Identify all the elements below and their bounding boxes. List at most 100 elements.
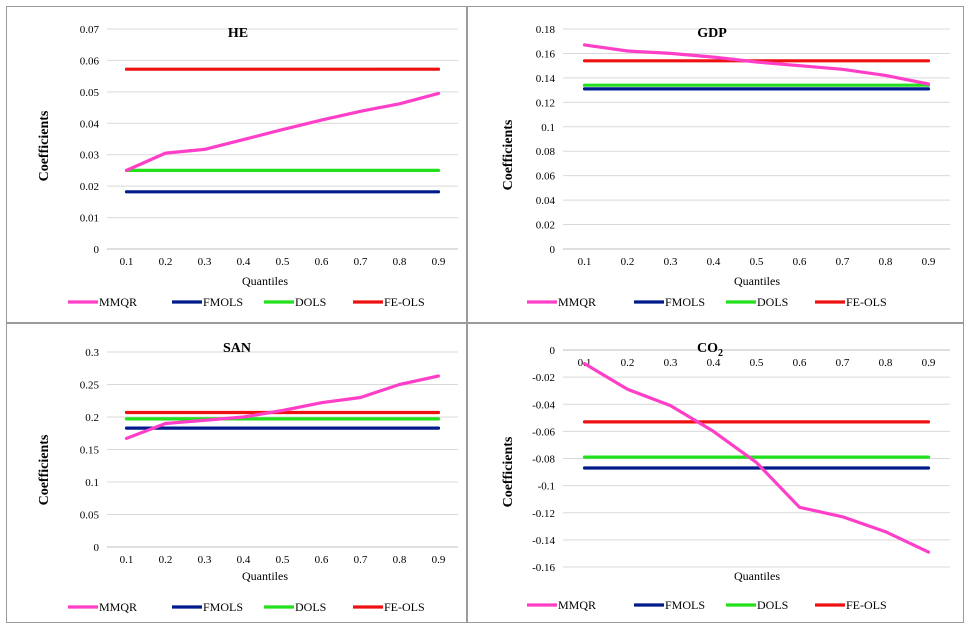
- x-tick-label: 0.8: [879, 357, 893, 369]
- x-tick-label: 0.6: [793, 256, 807, 268]
- y-tick-label: 0.2: [85, 412, 99, 424]
- y-tick-label: -0.08: [532, 454, 555, 466]
- legend-item: DOLS: [726, 295, 788, 309]
- chart-title-text: GDP: [697, 26, 727, 41]
- legend-item: DOLS: [264, 295, 326, 309]
- legend-item: MMQR: [68, 295, 137, 309]
- chart-title: SAN: [223, 341, 251, 356]
- x-tick-label: 0.6: [315, 554, 329, 566]
- x-tick-label: 0.2: [621, 357, 635, 369]
- chart-panel: 0 0.01 0.02 0.03 0.04 0.05 0.06 0.07 0.1 0.2 0.3 0.…: [37, 24, 458, 309]
- y-tick-label: 0.3: [85, 347, 99, 359]
- x-tick-label: 0.8: [393, 256, 407, 268]
- chart-title: GDP: [697, 26, 727, 41]
- x-tick-label: 0.4: [237, 554, 251, 566]
- x-tick-label: 0.5: [750, 357, 764, 369]
- legend-item: MMQR: [527, 295, 596, 309]
- y-tick-label: 0: [550, 345, 556, 357]
- panel-frame: [467, 6, 964, 323]
- legend-item: DOLS: [264, 600, 326, 614]
- y-tick-label: 0.25: [80, 380, 100, 392]
- legend-item: FMOLS: [634, 598, 705, 612]
- y-tick-label: -0.02: [532, 372, 555, 384]
- chart-panel: 0 -0.02 -0.04 -0.06 -0.08 -0.1 -0.12 -0.14 -0.16…: [501, 341, 950, 612]
- x-tick-label: 0.2: [159, 554, 173, 566]
- legend-label: DOLS: [295, 295, 326, 309]
- legend-label: FE-OLS: [384, 295, 425, 309]
- y-tick-label: 0: [94, 542, 100, 554]
- y-axis-label: Coefficients: [501, 119, 516, 190]
- y-tick-label: -0.14: [532, 535, 555, 547]
- series-line-mmqr: [582, 43, 931, 86]
- y-tick-label: 0.1: [541, 122, 555, 134]
- x-tick-label: 0.7: [836, 256, 850, 268]
- chart-title: HE: [228, 26, 248, 41]
- x-tick-label: 0.1: [120, 256, 134, 268]
- x-axis-label: Quantiles: [242, 274, 288, 288]
- y-tick-label: 0.16: [536, 48, 556, 60]
- y-tick-label: 0.18: [536, 24, 556, 36]
- x-tick-label: 0.3: [198, 554, 212, 566]
- y-tick-label: 0.01: [80, 213, 99, 225]
- panel-frame: [467, 323, 964, 623]
- x-axis-label: Quantiles: [734, 274, 780, 288]
- legend-label: MMQR: [99, 600, 137, 614]
- legend-label: FMOLS: [665, 295, 705, 309]
- chart-panel: 0 0.05 0.1 0.15 0.2 0.25 0.3 0.1 0.2 0.3 0.4 0.5 0.6…: [37, 341, 458, 614]
- chart-title-text: SAN: [223, 341, 251, 356]
- x-tick-label: 0.9: [922, 357, 936, 369]
- x-tick-label: 0.9: [432, 554, 446, 566]
- x-tick-label: 0.8: [393, 554, 407, 566]
- x-tick-label: 0.9: [922, 256, 936, 268]
- x-tick-label: 0.2: [621, 256, 635, 268]
- y-axis-label: Coefficients: [501, 436, 516, 507]
- y-tick-label: 0: [94, 244, 100, 256]
- legend-label: FE-OLS: [846, 598, 887, 612]
- y-axis-label: Coefficients: [37, 434, 52, 505]
- series-line-mmqr: [582, 362, 931, 554]
- legend-item: FE-OLS: [353, 295, 425, 309]
- y-tick-label: 0: [550, 244, 556, 256]
- x-tick-label: 0.3: [664, 357, 678, 369]
- x-tick-label: 0.7: [354, 256, 368, 268]
- legend-label: FMOLS: [665, 598, 705, 612]
- panel-frame: [6, 6, 467, 323]
- x-axis-label: Quantiles: [734, 569, 780, 583]
- x-tick-label: 0.1: [120, 554, 134, 566]
- legend-label: FE-OLS: [846, 295, 887, 309]
- x-tick-label: 0.6: [793, 357, 807, 369]
- y-tick-label: 0.14: [536, 73, 556, 85]
- y-tick-label: -0.04: [532, 399, 555, 411]
- y-axis-label: Coefficients: [37, 110, 52, 181]
- chart-title: CO2: [697, 341, 723, 359]
- y-tick-label: 0.04: [536, 195, 556, 207]
- y-tick-label: 0.12: [536, 97, 555, 109]
- y-tick-label: 0.06: [536, 171, 556, 183]
- y-tick-label: 0.05: [80, 87, 100, 99]
- panel-frame: [6, 323, 467, 623]
- legend-item: FMOLS: [634, 295, 705, 309]
- y-tick-label: 0.06: [80, 55, 100, 67]
- series-line-mmqr: [124, 374, 441, 440]
- chart-title-text: HE: [228, 26, 248, 41]
- y-tick-label: 0.04: [80, 118, 100, 130]
- legend-label: FMOLS: [203, 295, 243, 309]
- legend-item: FE-OLS: [815, 295, 887, 309]
- y-tick-label: -0.06: [532, 426, 555, 438]
- x-tick-label: 0.6: [315, 256, 329, 268]
- legend-item: MMQR: [68, 600, 137, 614]
- x-tick-label: 0.2: [159, 256, 173, 268]
- legend-label: DOLS: [757, 598, 788, 612]
- x-tick-label: 0.7: [836, 357, 850, 369]
- x-tick-label: 0.4: [707, 256, 721, 268]
- legend-label: MMQR: [99, 295, 137, 309]
- legend-label: MMQR: [558, 598, 596, 612]
- legend-label: DOLS: [295, 600, 326, 614]
- legend-item: DOLS: [726, 598, 788, 612]
- y-tick-label: 0.1: [85, 477, 99, 489]
- chart-panel: 0 0.02 0.04 0.06 0.08 0.1 0.12 0.14 0.16 0.18 0.1 0…: [501, 24, 950, 309]
- legend-item: FMOLS: [172, 295, 243, 309]
- x-tick-label: 0.9: [432, 256, 446, 268]
